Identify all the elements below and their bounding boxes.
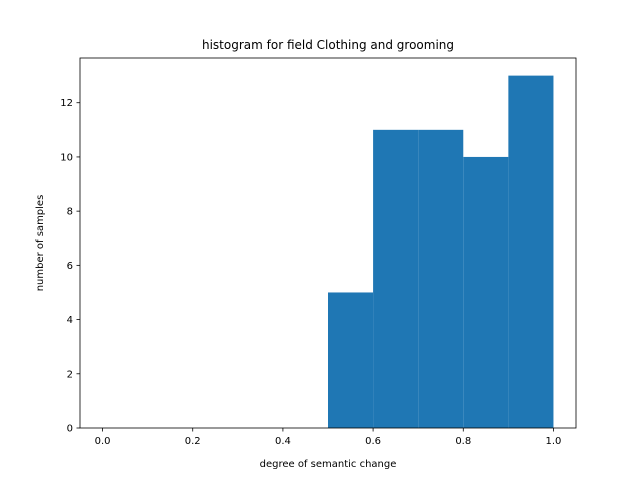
y-tick-label: 4 — [67, 315, 73, 326]
x-axis-ticks: 0.0 0.2 0.4 0.6 0.8 1.0 — [95, 428, 562, 447]
histogram-bar-0 — [328, 292, 374, 428]
x-tick-label: 0.6 — [365, 436, 381, 447]
x-axis-label: degree of semantic change — [260, 459, 397, 470]
histogram-bar-2 — [418, 129, 464, 429]
y-tick-label: 2 — [67, 369, 73, 380]
chart-title: histogram for field Clothing and groomin… — [202, 38, 454, 52]
x-tick-label: 1.0 — [546, 436, 562, 447]
y-tick-label: 0 — [67, 424, 73, 435]
x-tick-label: 0.0 — [95, 436, 111, 447]
histogram-bar-1 — [373, 129, 419, 429]
y-tick-label: 10 — [60, 152, 73, 163]
y-tick-label: 8 — [67, 207, 73, 218]
y-axis-ticks: 0 2 4 6 8 10 12 — [60, 98, 80, 435]
x-tick-label: 0.8 — [455, 436, 471, 447]
x-tick-label: 0.2 — [185, 436, 201, 447]
bars-group — [328, 75, 554, 429]
histogram-bar-3 — [463, 156, 509, 428]
y-tick-label: 6 — [67, 261, 73, 272]
x-tick-label: 0.4 — [275, 436, 291, 447]
y-tick-label: 12 — [60, 98, 73, 109]
plot-frame — [79, 57, 577, 429]
y-axis-label: number of samples — [35, 195, 46, 292]
histogram-bar-4 — [508, 75, 554, 428]
